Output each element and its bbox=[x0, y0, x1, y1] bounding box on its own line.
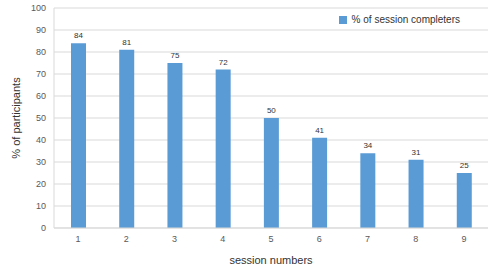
svg-text:84: 84 bbox=[74, 31, 83, 40]
svg-text:80: 80 bbox=[36, 47, 46, 57]
svg-text:72: 72 bbox=[219, 58, 228, 67]
svg-text:% of participants: % of participants bbox=[10, 77, 22, 159]
svg-text:4: 4 bbox=[220, 234, 225, 244]
html-text:% of session completers: % of session completers bbox=[351, 14, 460, 25]
svg-text:2: 2 bbox=[124, 234, 129, 244]
svg-text:34: 34 bbox=[363, 141, 372, 150]
svg-text:31: 31 bbox=[412, 148, 421, 157]
svg-text:50: 50 bbox=[36, 113, 46, 123]
svg-text:60: 60 bbox=[36, 91, 46, 101]
svg-text:81: 81 bbox=[122, 38, 131, 47]
svg-text:100: 100 bbox=[31, 3, 46, 13]
svg-text:41: 41 bbox=[315, 126, 324, 135]
svg-text:90: 90 bbox=[36, 25, 46, 35]
svg-text:1: 1 bbox=[76, 234, 81, 244]
svg-text:20: 20 bbox=[36, 179, 46, 189]
svg-text:25: 25 bbox=[460, 161, 469, 170]
svg-text:8: 8 bbox=[413, 234, 418, 244]
svg-text:30: 30 bbox=[36, 157, 46, 167]
svg-text:10: 10 bbox=[36, 201, 46, 211]
svg-text:40: 40 bbox=[36, 135, 46, 145]
svg-text:7: 7 bbox=[365, 234, 370, 244]
svg-text:5: 5 bbox=[268, 234, 273, 244]
svg-text:75: 75 bbox=[170, 51, 179, 60]
svg-text:6: 6 bbox=[317, 234, 322, 244]
svg-text:3: 3 bbox=[172, 234, 177, 244]
svg-text:0: 0 bbox=[41, 223, 46, 233]
svg-text:session numbers: session numbers bbox=[229, 254, 313, 266]
svg-text:50: 50 bbox=[267, 106, 276, 115]
svg-text:9: 9 bbox=[461, 234, 466, 244]
svg-text:70: 70 bbox=[36, 69, 46, 79]
